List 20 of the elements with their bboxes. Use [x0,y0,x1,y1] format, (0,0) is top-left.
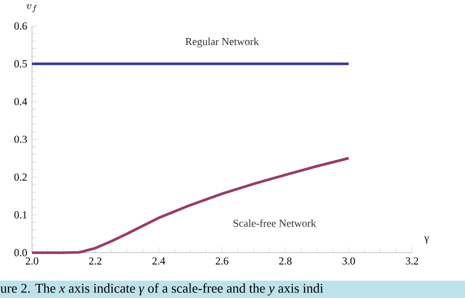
x-tick-label: 2.0 [26,257,38,265]
x-tick-label: 2.8 [279,257,292,265]
x-tick-label: 2.2 [89,257,102,265]
x-tick-label: 2.6 [216,257,228,265]
x-tick-label: 3.2 [406,257,418,265]
y-tick-label: 0.1 [14,211,27,219]
y-axis-title: $v_{f}$ [26,4,37,12]
y-tick-label: 0.5 [14,60,27,68]
y-tick-label: 0.0 [14,249,27,256]
line-series [30,156,350,254]
x-tick-label: 3.0 [342,257,355,265]
x-axis-title: γ [424,236,429,244]
y-tick-label: 0.2 [14,173,27,181]
y-tick-label: 0.4 [14,98,28,106]
series-label: Regular Network [185,38,259,48]
y-tick-label: 0.3 [14,136,27,143]
text: Scale-free Network [234,219,316,227]
text: ure 2. The x axis indicate γ of a scale-free and the y axis indi [0,283,324,296]
x-tick-label: 2.4 [152,257,166,265]
y-tick-label: 0.6 [14,22,27,30]
